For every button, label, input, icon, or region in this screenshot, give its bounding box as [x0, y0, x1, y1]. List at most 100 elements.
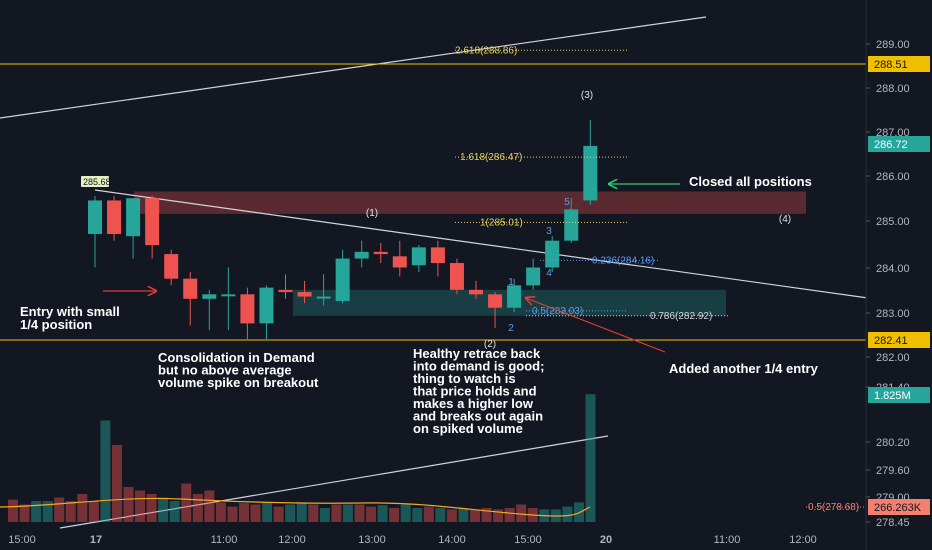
annotation-line: that price holds and — [413, 384, 537, 399]
annotation-arrows — [103, 184, 680, 353]
fib-label: 1.618(286.47) — [460, 152, 522, 163]
volume-trendline — [59, 435, 609, 529]
fib-label: 0.786(282.92) — [650, 311, 712, 322]
volume-bar — [273, 506, 284, 522]
volume-bar — [19, 504, 30, 522]
sub-wave-label: 3 — [546, 226, 552, 237]
wave-label: (1) — [366, 208, 378, 219]
candle-body — [583, 145, 598, 201]
price-tick-label: 283.00 — [876, 308, 910, 320]
candle-body — [126, 198, 141, 237]
annotation-line: but no above average — [158, 363, 292, 378]
price-badge — [868, 499, 930, 515]
trendlines — [0, 16, 869, 529]
candles — [88, 119, 598, 340]
volume-bar — [77, 494, 88, 522]
fib-levels: 2.618(288.86) 1.618(286.47) 1(285.01) 0.236… — [0, 45, 866, 513]
wave-label: (4) — [779, 214, 791, 225]
high-label: 285.68 — [83, 177, 111, 187]
volume-bar — [470, 509, 480, 522]
price-badge — [868, 387, 930, 403]
volume-bar — [169, 501, 180, 522]
volume-bars — [0, 394, 596, 522]
annotation-line: and breaks out again — [413, 409, 543, 424]
volume-bar — [123, 487, 134, 522]
fib-label: 2.618(288.86) — [455, 45, 517, 56]
price-badge-label: 288.51 — [874, 59, 908, 71]
sub-wave-label: 5 — [564, 197, 570, 208]
candle-body — [430, 247, 445, 264]
time-tick-label: 11:00 — [211, 534, 238, 546]
volume-bar — [331, 504, 342, 522]
time-tick-label: 12:00 — [789, 534, 817, 546]
candle-body — [335, 258, 350, 302]
candle-body — [183, 278, 198, 299]
price-tick-label: 285.00 — [876, 216, 910, 228]
sub-wave-label: 4 — [546, 268, 552, 279]
price-badge-label: 266.263K — [874, 502, 922, 514]
annotation-line: Consolidation in Demand — [158, 350, 315, 365]
volume-bar — [215, 502, 226, 522]
annotation-line: 1/4 position — [20, 317, 92, 332]
volume-bar — [562, 506, 573, 522]
volume-bar — [389, 508, 400, 522]
price-tick-label: 288.00 — [876, 83, 910, 95]
upper-trendline — [0, 16, 707, 119]
price-badge — [868, 56, 930, 72]
volume-bar — [250, 504, 261, 522]
price-tick-label: 286.00 — [876, 171, 910, 183]
volume-bar — [400, 504, 411, 522]
volume-bar — [319, 508, 330, 522]
candle-body — [145, 198, 160, 246]
volume-bar — [262, 502, 273, 522]
candle-body — [297, 292, 312, 297]
volume-bar — [493, 509, 504, 522]
time-tick-label: 13:00 — [358, 534, 386, 546]
candle-body — [488, 294, 503, 308]
volume-bar — [504, 508, 515, 522]
fib-label: 0.5(278.68) — [808, 502, 859, 513]
added-entry-arrow — [526, 298, 666, 353]
zones — [134, 191, 806, 316]
candle-body — [373, 251, 388, 255]
annotation-line: into demand is good; — [413, 359, 544, 374]
time-tick-label: 15:00 — [514, 534, 542, 546]
wave-label: (3) — [581, 90, 593, 101]
candle-body — [449, 263, 464, 290]
volume-bar — [54, 497, 65, 522]
price-tick-label: 282.00 — [876, 352, 910, 364]
time-axis[interactable]: 15:00 17 11:00 12:00 13:00 14:00 15:00 20 11:00 1… — [8, 534, 817, 546]
volume-bar — [111, 445, 122, 522]
candle-body — [278, 289, 293, 293]
candle-body — [202, 294, 217, 299]
fib-label: 1(285.01) — [480, 217, 523, 228]
volume-bar — [204, 490, 215, 522]
volume-bar — [377, 505, 388, 522]
volume-bar — [342, 504, 353, 522]
volume-bar — [100, 420, 111, 522]
candle-body — [526, 267, 541, 286]
candle-body — [469, 289, 483, 295]
price-tick-label: 278.45 — [876, 517, 910, 529]
fib-label: 0.236(284.16) — [592, 255, 654, 266]
volume-bar — [585, 394, 596, 522]
candle-body — [221, 294, 236, 297]
annotation-added: Added another 1/4 entry — [669, 361, 819, 376]
candle-body — [564, 209, 579, 241]
volume-bar — [135, 490, 146, 522]
price-axis[interactable]: 289.00288.00287.00286.00285.00284.00283.… — [865, 0, 932, 550]
volume-bar — [192, 494, 203, 522]
candle-body — [354, 251, 369, 259]
volume-bar — [8, 499, 18, 522]
high-label-bg — [81, 176, 109, 187]
annotation-line: thing to watch is — [413, 371, 516, 386]
volume-bar — [146, 494, 157, 522]
volume-bar — [308, 504, 319, 522]
volume-bar — [31, 501, 42, 522]
candle-body — [411, 247, 426, 266]
volume-bar — [285, 504, 296, 522]
annotation-line: Entry with small — [20, 304, 120, 319]
price-tick-label: 289.00 — [876, 39, 910, 51]
